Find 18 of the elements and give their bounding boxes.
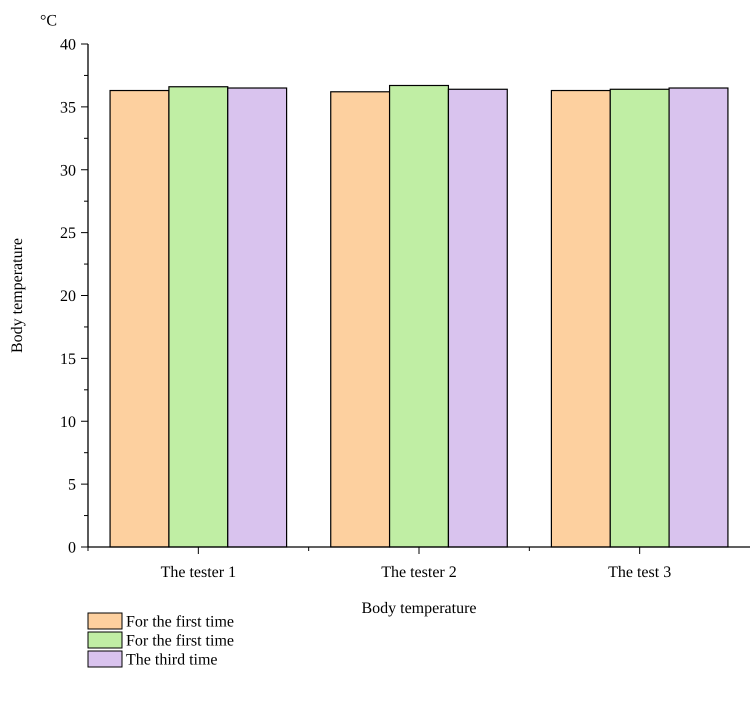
y-tick-label: 40 <box>60 36 76 54</box>
text: °C <box>40 12 58 30</box>
legend-label: For the first time <box>126 614 234 631</box>
x-tick-label: The test 3 <box>608 564 672 581</box>
legend-label: The third time <box>126 652 218 669</box>
y-tick-label: 30 <box>60 162 76 180</box>
x-tick-label: The tester 2 <box>381 564 457 581</box>
y-tick-label: 15 <box>60 350 76 368</box>
y-axis-title: Body temperature <box>9 238 26 354</box>
y-tick-label: 35 <box>60 99 76 116</box>
y-tick-label: 5 <box>68 476 76 494</box>
y-tick-label: 10 <box>60 414 76 431</box>
legend-label: For the first time <box>126 632 234 650</box>
y-tick-label: 20 <box>60 288 76 306</box>
x-axis-title: Body temperature <box>361 600 477 617</box>
y-tick-label: 0 <box>68 540 76 557</box>
y-tick-label: 25 <box>60 225 76 242</box>
x-tick-label: The tester 1 <box>160 564 236 581</box>
